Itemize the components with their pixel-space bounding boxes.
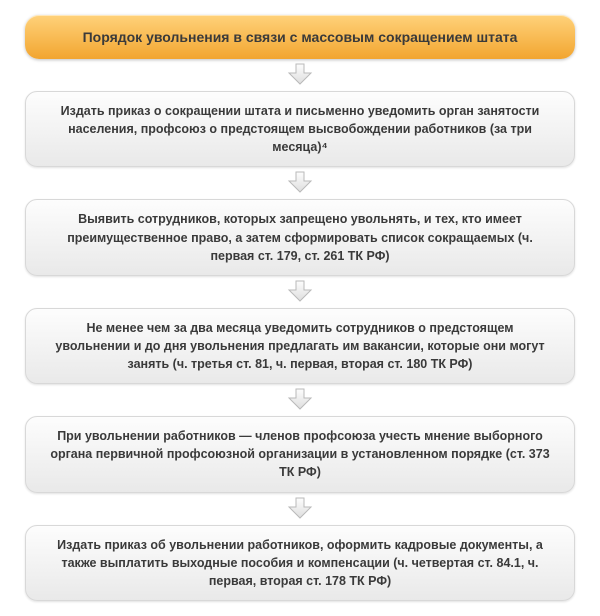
step-box-4: При увольнении работников — членов профс… bbox=[25, 416, 575, 492]
step-text-3: Не менее чем за два месяца уведомить сот… bbox=[55, 321, 544, 371]
step-text-2: Выявить сотрудников, которых запрещено у… bbox=[67, 212, 533, 262]
step-text-5: Издать приказ об увольнении работников, … bbox=[57, 538, 543, 588]
arrow-1 bbox=[287, 63, 313, 85]
title-text: Порядок увольнения в связи с массовым со… bbox=[83, 29, 518, 45]
step-box-3: Не менее чем за два месяца уведомить сот… bbox=[25, 308, 575, 384]
title-box: Порядок увольнения в связи с массовым со… bbox=[25, 15, 575, 59]
arrow-3 bbox=[287, 280, 313, 302]
arrow-2 bbox=[287, 171, 313, 193]
step-box-5: Издать приказ об увольнении работников, … bbox=[25, 525, 575, 601]
step-box-1: Издать приказ о сокращении штата и письм… bbox=[25, 91, 575, 167]
step-box-2: Выявить сотрудников, которых запрещено у… bbox=[25, 199, 575, 275]
arrow-4 bbox=[287, 388, 313, 410]
step-text-4: При увольнении работников — членов профс… bbox=[50, 429, 549, 479]
arrow-5 bbox=[287, 497, 313, 519]
flowchart: Порядок увольнения в связи с массовым со… bbox=[25, 15, 575, 601]
step-text-1: Издать приказ о сокращении штата и письм… bbox=[61, 104, 540, 154]
